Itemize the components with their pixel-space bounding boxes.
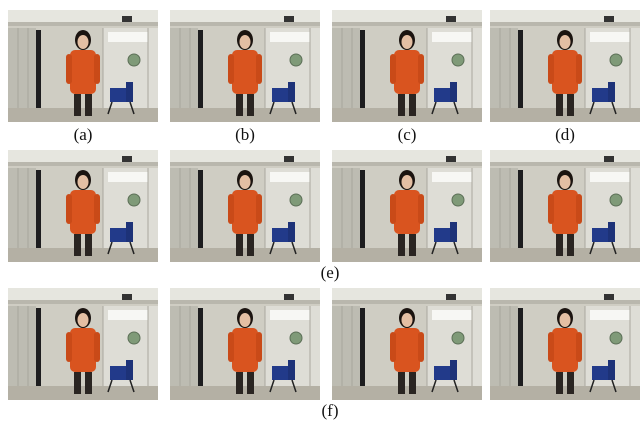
caption: (d) <box>555 125 575 144</box>
photo <box>8 150 158 262</box>
photo <box>490 288 640 400</box>
photo <box>170 150 320 262</box>
caption: (f) <box>322 401 339 420</box>
figure: (a) (b) (c) (d) (e) (f) <box>0 0 640 423</box>
photo <box>8 288 158 400</box>
photo <box>490 10 640 122</box>
photo <box>170 288 320 400</box>
caption: (a) <box>74 125 93 144</box>
photo <box>332 288 482 400</box>
photo <box>170 10 320 122</box>
caption: (c) <box>398 125 417 144</box>
photo <box>332 10 482 122</box>
caption: (b) <box>235 125 255 144</box>
photo <box>8 10 158 122</box>
photo <box>490 150 640 262</box>
caption: (e) <box>321 263 340 282</box>
photo <box>332 150 482 262</box>
